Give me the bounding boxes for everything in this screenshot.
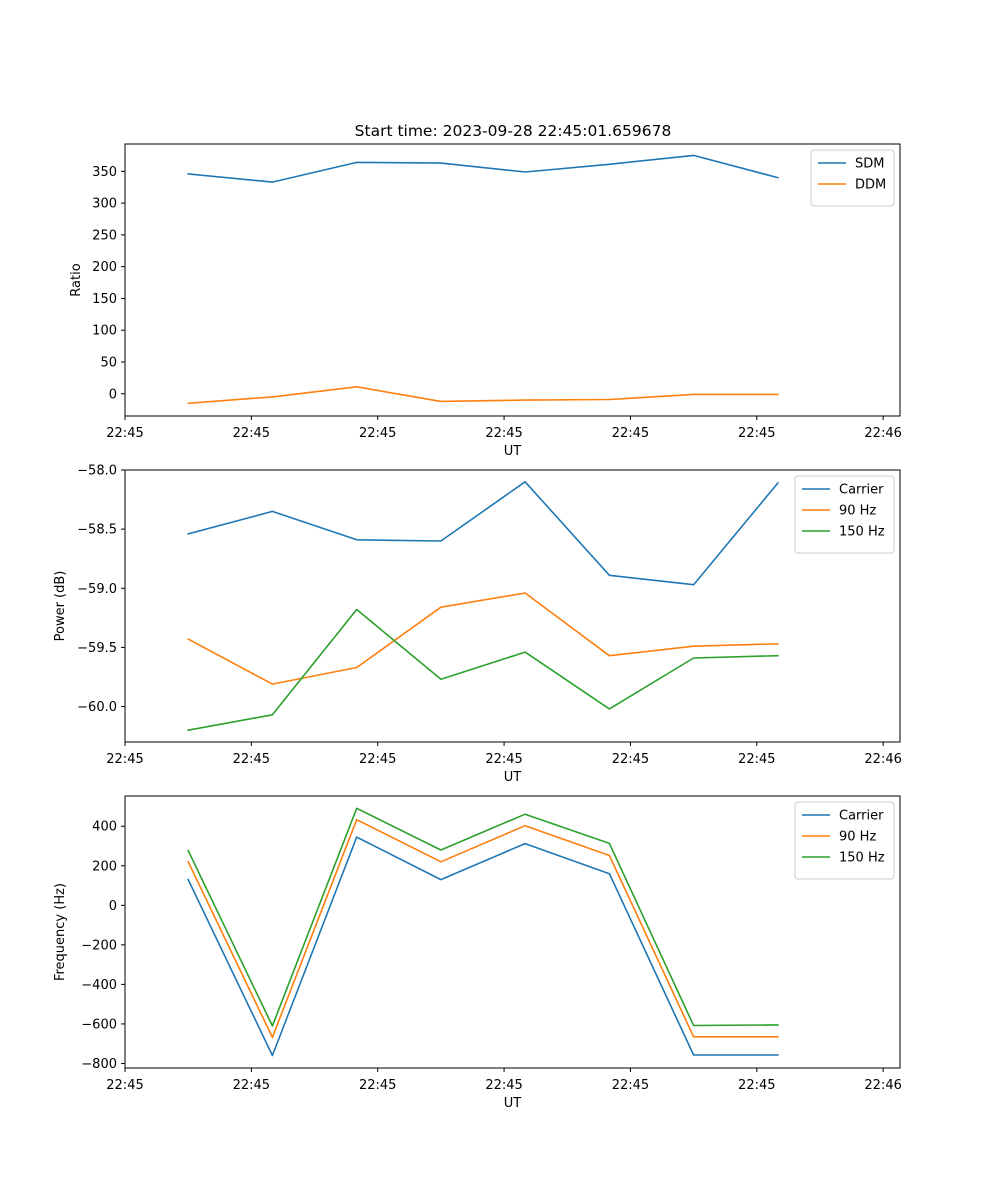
x-tick-label: 22:45 (612, 426, 649, 441)
x-axis-label: UT (504, 444, 522, 459)
x-tick-label: 22:46 (864, 426, 901, 441)
x-tick-label: 22:45 (359, 426, 396, 441)
y-tick-label: −400 (81, 978, 117, 993)
x-tick-label: 22:45 (485, 1078, 522, 1093)
y-axis-label: Ratio (69, 263, 84, 296)
y-tick-label: 400 (92, 820, 117, 835)
y-tick-label: 350 (92, 165, 117, 180)
y-tick-label: 0 (109, 899, 117, 914)
y-tick-label: −60.0 (77, 700, 117, 715)
figure-title: Start time: 2023-09-28 22:45:01.659678 (355, 122, 672, 140)
series-line-90-hz (187, 592, 779, 685)
axes-frame (124, 469, 901, 743)
legend-label: DDM (855, 178, 886, 193)
y-tick-label: 0 (109, 387, 117, 402)
y-tick-label: −58.5 (77, 523, 117, 538)
y-tick-label: 100 (92, 324, 117, 339)
x-axis-label: UT (504, 1096, 522, 1111)
y-tick-label: −600 (81, 1017, 117, 1032)
series-line-carrier (187, 480, 780, 586)
x-tick-label: 22:46 (864, 752, 901, 767)
series-line-90-hz (187, 818, 779, 1039)
series-line-150-hz (187, 608, 779, 732)
y-axis-label: Frequency (Hz) (53, 883, 68, 981)
chart-panel-1: 22:45 22:45 22:45 22:45 22:45 22:45 22:46 0 50 10… (69, 143, 902, 459)
x-tick-label: 22:45 (738, 1078, 775, 1093)
y-tick-label: 50 (100, 355, 117, 370)
y-tick-label: 300 (92, 197, 117, 212)
y-tick-label: −59.5 (77, 641, 117, 656)
series-line-150-hz (187, 807, 779, 1027)
x-tick-label: 22:45 (106, 426, 143, 441)
x-axis-label: UT (504, 770, 522, 785)
y-tick-label: 150 (92, 292, 117, 307)
legend-label: Carrier (839, 809, 884, 824)
x-tick-label: 22:45 (612, 1078, 649, 1093)
axes-frame (124, 795, 901, 1069)
legend-box (810, 149, 895, 207)
legend-box (794, 801, 895, 880)
series-line-carrier (187, 836, 779, 1057)
x-tick-label: 22:45 (359, 1078, 396, 1093)
y-tick-label: −800 (81, 1057, 117, 1072)
x-tick-label: 22:45 (359, 752, 396, 767)
legend-label: 90 Hz (839, 830, 876, 845)
x-tick-label: 22:45 (485, 426, 522, 441)
y-tick-label: 200 (92, 260, 117, 275)
y-tick-label: −58.0 (77, 464, 117, 479)
x-tick-label: 22:45 (738, 752, 775, 767)
x-tick-label: 22:45 (233, 1078, 270, 1093)
y-axis-label: Power (dB) (53, 571, 68, 642)
legend-label: 150 Hz (839, 851, 885, 866)
chart-panel-2: 22:45 22:45 22:45 22:45 22:45 22:45 22:46 −60.0… (53, 464, 902, 786)
legend-box (794, 475, 895, 554)
x-tick-label: 22:46 (864, 1078, 901, 1093)
x-tick-label: 22:45 (233, 426, 270, 441)
legend-label: Carrier (839, 483, 884, 498)
series-line-ddm (187, 385, 779, 405)
series-line-sdm (187, 154, 779, 183)
y-tick-label: 250 (92, 228, 117, 243)
y-tick-label: 200 (92, 859, 117, 874)
legend-label: SDM (855, 157, 884, 172)
x-tick-label: 22:45 (233, 752, 270, 767)
legend-label: 90 Hz (839, 504, 876, 519)
axes-frame (124, 143, 901, 417)
x-tick-label: 22:45 (106, 752, 143, 767)
x-tick-label: 22:45 (106, 1078, 143, 1093)
y-tick-label: −59.0 (77, 582, 117, 597)
x-tick-label: 22:45 (738, 426, 775, 441)
legend-label: 150 Hz (839, 525, 885, 540)
chart-panel-3: 22:45 22:45 22:45 22:45 22:45 22:45 22:46 −800 −… (53, 795, 902, 1111)
y-tick-label: −200 (81, 938, 117, 953)
x-tick-label: 22:45 (485, 752, 522, 767)
x-tick-label: 22:45 (612, 752, 649, 767)
